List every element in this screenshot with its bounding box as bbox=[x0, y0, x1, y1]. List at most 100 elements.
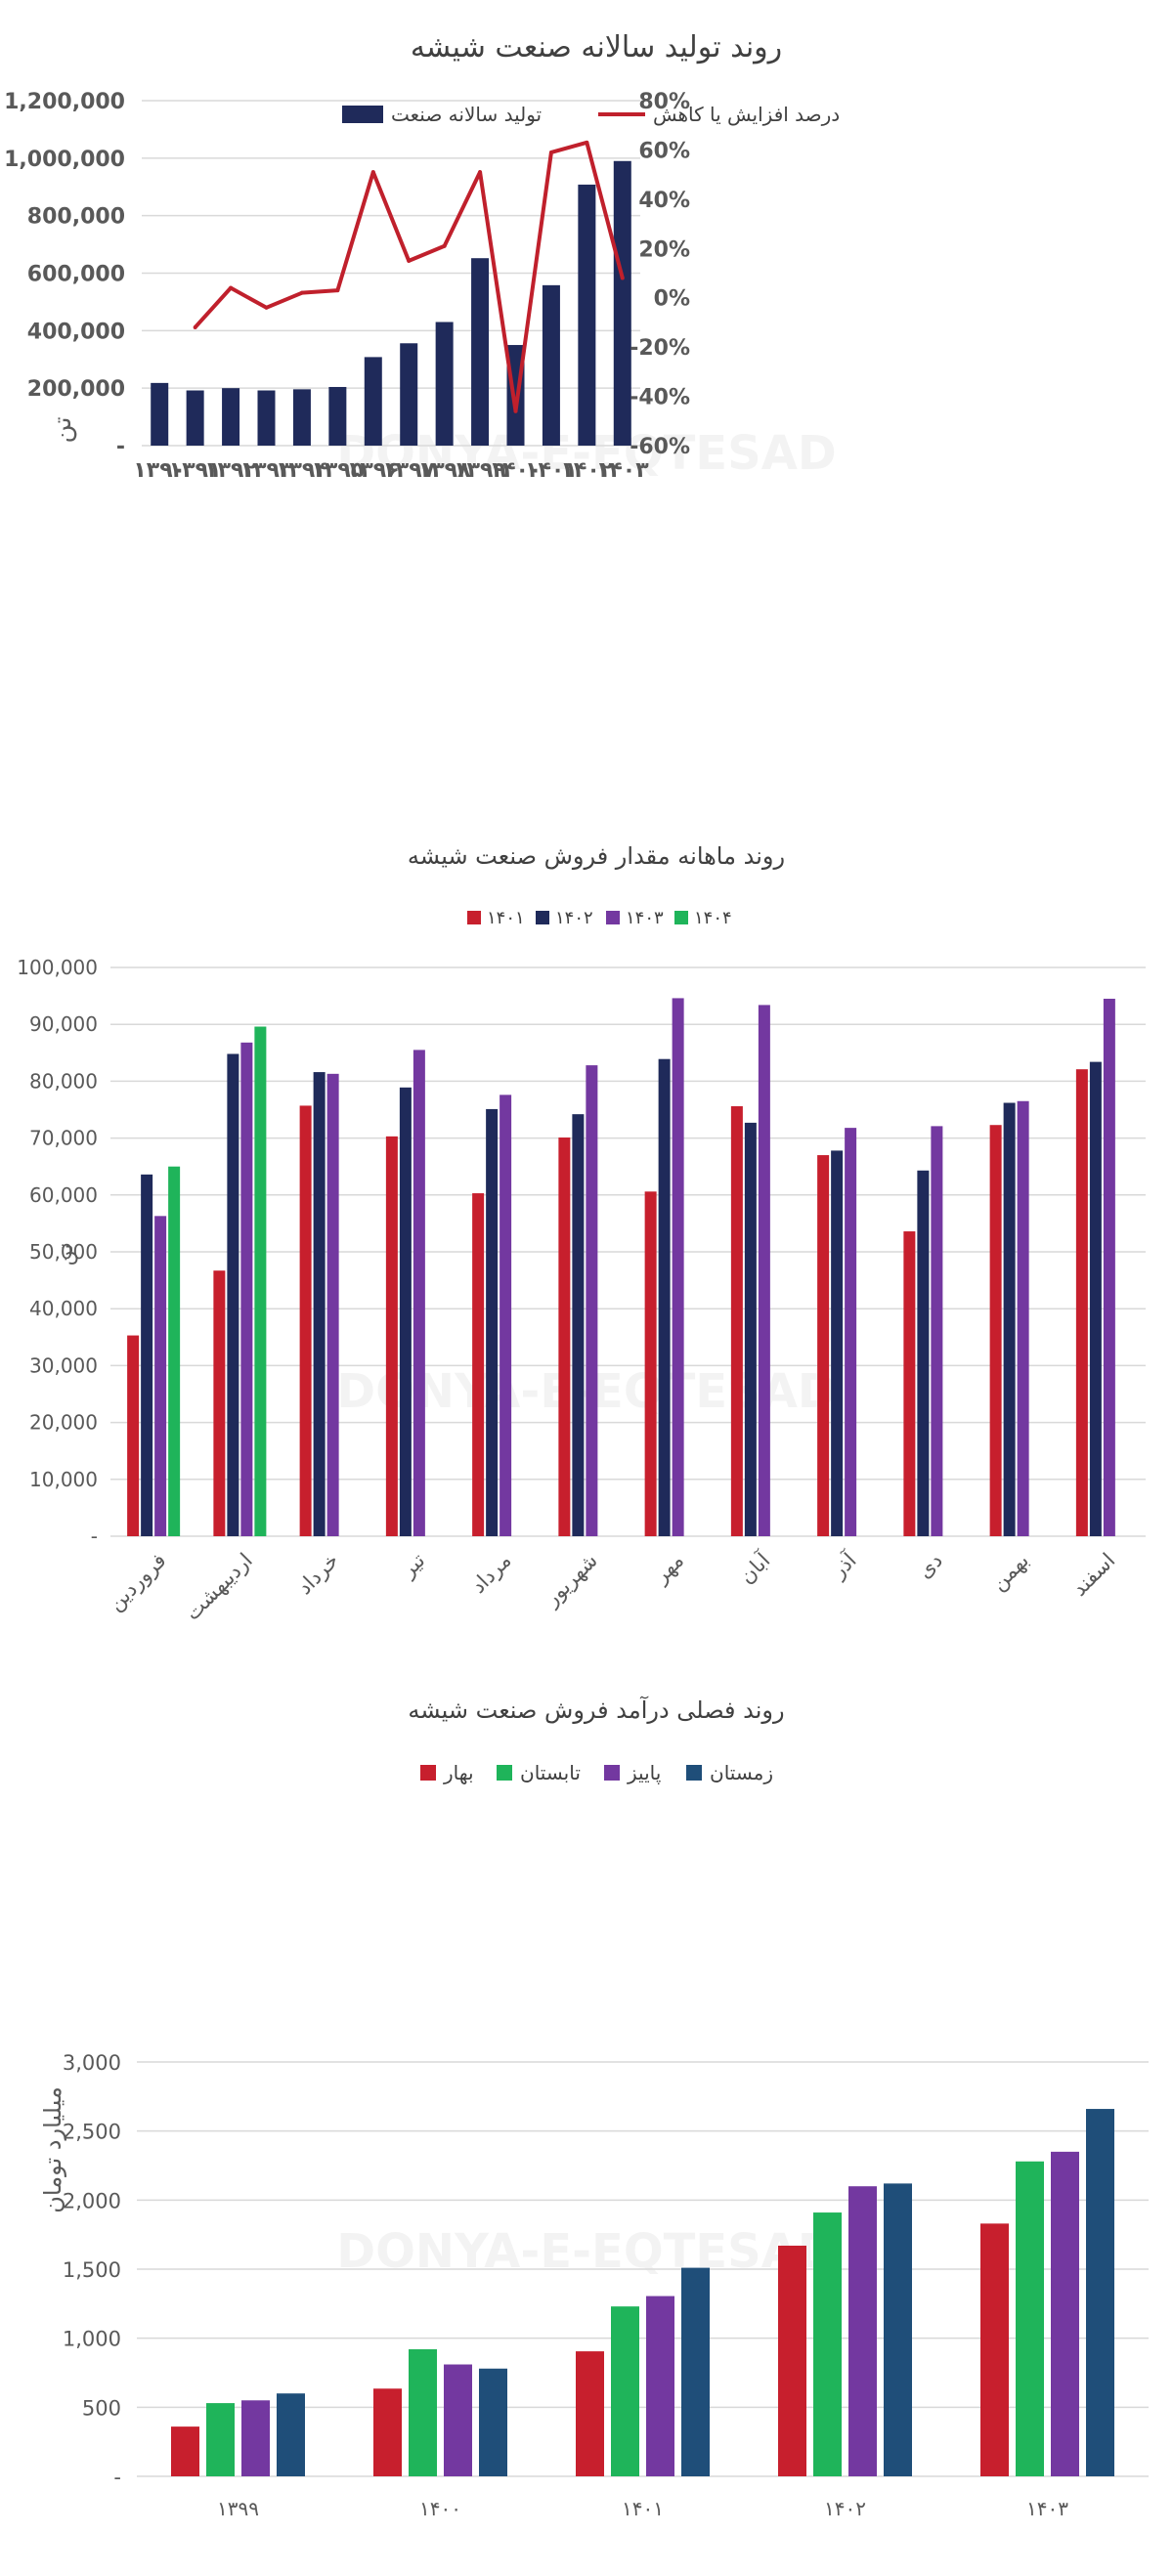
bar-۱۴۰۱ bbox=[1075, 1069, 1088, 1536]
bar-۱۴۰۳ bbox=[586, 1065, 598, 1536]
bar-production bbox=[613, 160, 631, 446]
y-tick-label: 3,000 bbox=[63, 2051, 121, 2075]
bar-۱۴۰۳ bbox=[1103, 999, 1115, 1536]
x-tick-label: آبان bbox=[734, 1547, 775, 1588]
bar-۱۴۰۳ bbox=[326, 1073, 339, 1536]
bar-production bbox=[400, 343, 418, 446]
legend-swatch-1403 bbox=[606, 911, 620, 924]
line-point bbox=[620, 276, 625, 280]
gridlines bbox=[142, 100, 640, 447]
line-point bbox=[585, 140, 589, 145]
legend-label-summer: تابستان bbox=[520, 1761, 581, 1784]
x-tick-label: ۱۴۰۰ bbox=[490, 458, 543, 483]
bar-زمستان bbox=[884, 2183, 912, 2476]
y-tick-label: 2,000 bbox=[63, 2189, 121, 2212]
line-point bbox=[264, 305, 269, 310]
y-tick-label: - bbox=[91, 1524, 98, 1548]
bar-۱۴۰۲ bbox=[572, 1114, 585, 1536]
bar-۱۴۰۳ bbox=[1017, 1100, 1029, 1536]
legend-swatch-1401 bbox=[467, 911, 481, 924]
bar-زمستان bbox=[681, 2267, 710, 2476]
bar-production bbox=[542, 284, 560, 446]
line-point bbox=[513, 408, 518, 413]
y-tick-label: 500 bbox=[82, 2396, 121, 2420]
gridlines bbox=[137, 2061, 1149, 2477]
legend-label-production: تولید سالانه صنعت bbox=[391, 103, 542, 126]
x-tick-label: ۱۳۹۴ bbox=[276, 458, 328, 483]
line-point bbox=[229, 285, 234, 290]
y-axis-label: تن bbox=[48, 416, 77, 443]
line-point bbox=[407, 258, 412, 263]
bar-۱۴۰۲ bbox=[486, 1108, 499, 1536]
bar-تابستان bbox=[1016, 2161, 1044, 2476]
x-tick-label: ۱۴۰۰ bbox=[419, 2497, 461, 2520]
y2-tick-label: 0% bbox=[654, 287, 690, 312]
chart-title: روند ماهانه مقدار فروش صنعت شیشه bbox=[408, 842, 785, 870]
bar-بهار bbox=[980, 2223, 1009, 2476]
line-point bbox=[299, 290, 304, 295]
bar-۱۴۰۳ bbox=[845, 1128, 857, 1536]
legend-swatch-summer bbox=[497, 1765, 512, 1781]
legend-swatch-autumn bbox=[604, 1765, 620, 1781]
bar-production bbox=[186, 390, 204, 446]
bar-زمستان bbox=[479, 2368, 507, 2476]
change-line bbox=[193, 140, 625, 413]
bar-۱۴۰۱ bbox=[644, 1191, 657, 1536]
y-axis-label: میلیارد تومان bbox=[39, 2086, 66, 2212]
x-tick-label: ۱۴۰۲ bbox=[824, 2497, 866, 2520]
legend-label-autumn: پاییز bbox=[627, 1761, 661, 1785]
x-tick-label: ۱۳۹۱ bbox=[169, 458, 222, 483]
bar-production bbox=[435, 322, 454, 446]
bar-۱۴۰۳ bbox=[500, 1095, 512, 1536]
x-tick-label: ۱۳۹۸ bbox=[418, 458, 471, 483]
axis-ticks: - 500 1,000 1,500 2,000 2,500 3,000 ۱۳۹۹ ۱۴۰۰ ۱۴۰… bbox=[63, 2051, 1068, 2520]
bar-بهار bbox=[778, 2245, 806, 2476]
x-tick-label: تیر bbox=[396, 1548, 430, 1582]
y-tick-label: 50,000 bbox=[29, 1240, 98, 1264]
bar-production bbox=[471, 258, 490, 446]
bar-۱۴۰۲ bbox=[141, 1174, 153, 1536]
line-point bbox=[335, 288, 340, 293]
y-tick-label: 1,000 bbox=[63, 2328, 121, 2351]
line-point bbox=[548, 150, 553, 154]
line-point bbox=[370, 170, 375, 175]
bar-۱۴۰۱ bbox=[730, 1106, 743, 1536]
bar-۱۴۰۱ bbox=[385, 1136, 398, 1536]
y-tick-label: 600,000 bbox=[27, 263, 125, 287]
y-tick-label: 200,000 bbox=[27, 377, 125, 402]
axis-ticks: - 200,000 400,000 600,000 800,000 1,000,000 1,… bbox=[4, 90, 690, 483]
y-tick-label: 30,000 bbox=[29, 1353, 98, 1377]
y-tick-label: 20,000 bbox=[29, 1411, 98, 1435]
legend: تولید سالانه صنعت درصد افزایش یا کاهش bbox=[342, 103, 840, 126]
x-tick-label: ۱۴۰۳ bbox=[1026, 2497, 1068, 2520]
bar-production bbox=[578, 184, 596, 446]
legend-swatch-spring bbox=[420, 1765, 436, 1781]
x-tick-label: اردیبهشت bbox=[181, 1549, 257, 1625]
x-tick-label: ۱۳۹۳ bbox=[240, 458, 293, 483]
bar-پاییز bbox=[444, 2364, 472, 2476]
seasonal-revenue-chart: DONYA-E-EQTESAD روند فصلی درآمد فروش صنع… bbox=[39, 1696, 1149, 2520]
bar-۱۴۰۲ bbox=[917, 1170, 930, 1536]
bar-۱۴۰۳ bbox=[240, 1042, 253, 1536]
bar-تابستان bbox=[813, 2212, 842, 2476]
line-point bbox=[442, 243, 447, 248]
bar-تابستان bbox=[206, 2403, 235, 2476]
x-tick-label: خرداد bbox=[292, 1549, 343, 1600]
bar-۱۴۰۲ bbox=[658, 1058, 671, 1536]
y-tick-label: 70,000 bbox=[29, 1127, 98, 1150]
legend-label-winter: زمستان bbox=[710, 1761, 773, 1784]
x-tick-label: شهریور bbox=[540, 1549, 602, 1611]
x-tick-label: ۱۴۰۱ bbox=[525, 458, 578, 483]
bar-تابستان bbox=[611, 2306, 639, 2476]
y2-tick-label: -40% bbox=[630, 386, 690, 410]
y-tick-label: 60,000 bbox=[29, 1183, 98, 1207]
bar-۱۴۰۱ bbox=[558, 1138, 571, 1536]
legend-label-1401: ۱۴۰۱ bbox=[487, 908, 525, 928]
legend-swatch-1404 bbox=[674, 911, 688, 924]
x-tick-label: ۱۴۰۲ bbox=[560, 458, 613, 483]
x-tick-label: بهمن bbox=[986, 1549, 1033, 1596]
legend-label-1403: ۱۴۰۳ bbox=[626, 908, 664, 928]
y2-tick-label: 40% bbox=[638, 189, 690, 213]
bars bbox=[151, 160, 631, 446]
bar-۱۴۰۱ bbox=[213, 1270, 226, 1536]
